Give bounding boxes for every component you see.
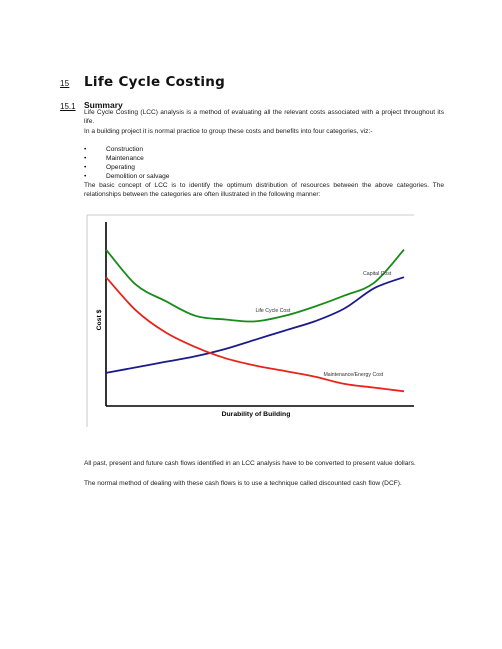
list-item: Construction [84, 145, 169, 154]
series-layer [105, 248, 405, 393]
list-item: Maintenance [84, 154, 169, 163]
section-title: Life Cycle Costing [84, 74, 226, 90]
paragraph-present-value: All past, present and future cash flows … [84, 460, 416, 467]
life-cycle-cost-label: Life Cycle Cost [255, 308, 290, 314]
maintenance-energy-cost-label: Maintenance/Energy Cost [323, 372, 383, 378]
subsection-title: Summary [84, 100, 123, 110]
x-axis-label: Durability of Building [222, 411, 291, 418]
list-item: Operating [84, 163, 169, 172]
paragraph-lcc-definition: Life Cycle Costing (LCC) analysis is a m… [84, 109, 444, 125]
paragraph-dcf: The normal method of dealing with these … [84, 480, 402, 487]
paragraph-categories-intro: In a building project it is normal pract… [84, 128, 373, 135]
category-list: Construction Maintenance Operating Demol… [84, 145, 169, 181]
capital-cost-label: Capital Cost [363, 271, 392, 277]
label-layer: Life Cycle Cost Capital Cost Maintenance/E… [255, 271, 391, 378]
y-axis-label: Cost $ [96, 309, 103, 330]
list-item: Demolition or salvage [84, 172, 169, 181]
life-cycle-cost-chart: Life Cycle Cost Capital Cost Maintenance/E… [86, 214, 414, 427]
maintenance-energy-cost-line [105, 276, 405, 393]
section-number: 15 [60, 79, 70, 88]
subsection-number: 15.1 [60, 102, 76, 111]
life-cycle-cost-line [105, 248, 405, 323]
capital-cost-line [105, 276, 405, 374]
paragraph-lcc-concept: The basic concept of LCC is to identify … [84, 182, 444, 198]
